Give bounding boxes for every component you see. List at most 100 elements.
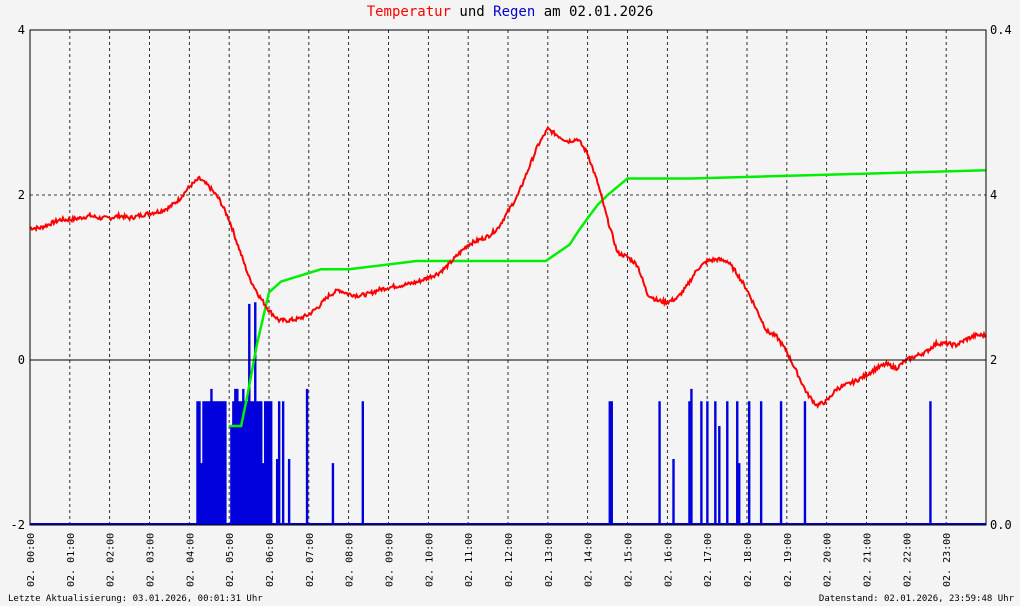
title-temperatur: Temperatur bbox=[366, 4, 451, 20]
x-tick-label: 02. 06:00 bbox=[265, 533, 276, 587]
x-tick-label: 02. 05:00 bbox=[225, 533, 236, 587]
rain-bar bbox=[277, 401, 281, 525]
rain-bar bbox=[252, 401, 255, 525]
x-tick-label: 02. 18:00 bbox=[743, 533, 754, 587]
y-left-tick-label: -2 bbox=[11, 518, 25, 532]
x-tick-label: 02. 09:00 bbox=[385, 533, 396, 587]
rain-bar bbox=[706, 401, 709, 525]
rain-bar bbox=[254, 302, 257, 525]
rain-bar bbox=[759, 401, 763, 525]
x-tick-label: 02. 02:00 bbox=[106, 533, 117, 587]
chart-title: Temperatur und Regen am 02.01.2026 bbox=[0, 4, 1020, 20]
rain-bar bbox=[208, 401, 211, 525]
rain-bar bbox=[198, 401, 201, 525]
x-tick-label: 02. 14:00 bbox=[584, 533, 595, 587]
rain-bar bbox=[206, 401, 209, 525]
rain-bar bbox=[275, 459, 279, 525]
x-tick-label: 02. 23:00 bbox=[942, 533, 953, 587]
rain-bar bbox=[258, 401, 261, 525]
rain-bar bbox=[256, 401, 259, 525]
x-tick-label: 02. 12:00 bbox=[504, 533, 515, 587]
rain-bar bbox=[264, 401, 267, 525]
x-tick-label: 02. 07:00 bbox=[305, 533, 316, 587]
rain-bar bbox=[240, 401, 243, 525]
rain-bar bbox=[212, 401, 215, 525]
x-tick-label: 02. 13:00 bbox=[544, 533, 555, 587]
rain-bar bbox=[262, 463, 265, 525]
series-lines bbox=[29, 125, 987, 428]
y-left-tick-label: 0 bbox=[18, 353, 25, 367]
rain-bar bbox=[242, 388, 245, 525]
rain-bars bbox=[30, 302, 986, 525]
y-left-tick-label: 2 bbox=[18, 188, 25, 202]
rain-bar bbox=[268, 401, 271, 525]
rain-bar bbox=[210, 388, 213, 525]
rain-bar bbox=[218, 401, 221, 525]
rain-bar bbox=[269, 401, 273, 525]
rain-bar bbox=[929, 401, 932, 525]
title-date: am 02.01.2026 bbox=[535, 4, 654, 20]
x-tick-label: 02. 01:00 bbox=[66, 533, 77, 587]
rain-bar bbox=[779, 401, 783, 525]
x-tick-label: 02. 04:00 bbox=[185, 533, 196, 587]
rain-bar bbox=[250, 401, 253, 525]
x-tick-label: 02. 16:00 bbox=[663, 533, 674, 587]
plot-frame bbox=[29, 29, 987, 526]
x-tick-label: 02. 03:00 bbox=[146, 533, 157, 587]
rain-bar bbox=[216, 401, 219, 525]
rain-bar bbox=[658, 401, 661, 525]
rain-bar bbox=[204, 401, 207, 525]
x-tick-label: 02. 10:00 bbox=[424, 533, 435, 587]
rain-bar bbox=[238, 401, 241, 525]
rain-bar bbox=[690, 388, 693, 525]
rain-bar bbox=[232, 401, 235, 525]
title-regen: Regen bbox=[493, 4, 536, 20]
rain-bar bbox=[361, 401, 365, 525]
temperature-line bbox=[29, 125, 987, 410]
rain-bar bbox=[747, 401, 751, 525]
rain-bar bbox=[714, 401, 717, 525]
x-tick-label: 02. 21:00 bbox=[863, 533, 874, 587]
rain-bar bbox=[281, 401, 285, 525]
x-tick-label: 02. 00:00 bbox=[26, 533, 37, 587]
rain-bar bbox=[738, 463, 741, 525]
x-tick-label: 02. 19:00 bbox=[783, 533, 794, 587]
y-right-tick-label: 0.0 bbox=[990, 518, 1012, 532]
rain-bar bbox=[260, 401, 263, 525]
rain-bar bbox=[236, 388, 239, 525]
data-status-text: Datenstand: 02.01.2026, 23:59:48 Uhr bbox=[818, 594, 1014, 604]
x-tick-label: 02. 11:00 bbox=[464, 533, 475, 587]
rain-bar bbox=[234, 388, 237, 525]
rain-bar bbox=[248, 303, 251, 525]
rain-bar bbox=[700, 401, 703, 525]
rain-bar bbox=[220, 401, 223, 525]
axes bbox=[29, 29, 987, 526]
y-right-tick-label: 0.4 bbox=[990, 23, 1012, 37]
y-right-tick-label: 4 bbox=[990, 188, 997, 202]
rain-bar bbox=[736, 401, 739, 525]
rain-bar bbox=[214, 401, 217, 525]
y-right-tick-label: 2 bbox=[990, 353, 997, 367]
rain-bar bbox=[726, 401, 729, 525]
rain-bar bbox=[672, 459, 675, 525]
rain-bar bbox=[202, 401, 205, 525]
rain-bar bbox=[331, 463, 335, 525]
rain-bar bbox=[200, 463, 203, 525]
y-left-tick-label: 4 bbox=[18, 23, 25, 37]
rain-bar bbox=[196, 401, 199, 525]
rain-bar bbox=[230, 426, 233, 525]
x-tick-label: 02. 22:00 bbox=[902, 533, 913, 587]
rain-bar bbox=[803, 401, 807, 525]
rain-bar bbox=[224, 401, 227, 525]
rain-bar bbox=[266, 401, 269, 525]
rain-bar bbox=[610, 401, 613, 525]
rain-bar bbox=[688, 401, 691, 525]
rain-bar bbox=[305, 388, 309, 525]
x-tick-label: 02. 15:00 bbox=[624, 533, 635, 587]
last-update-text: Letzte Aktualisierung: 03.01.2026, 00:01… bbox=[8, 594, 263, 604]
title-und: und bbox=[450, 4, 494, 20]
rain-bar bbox=[246, 401, 249, 525]
